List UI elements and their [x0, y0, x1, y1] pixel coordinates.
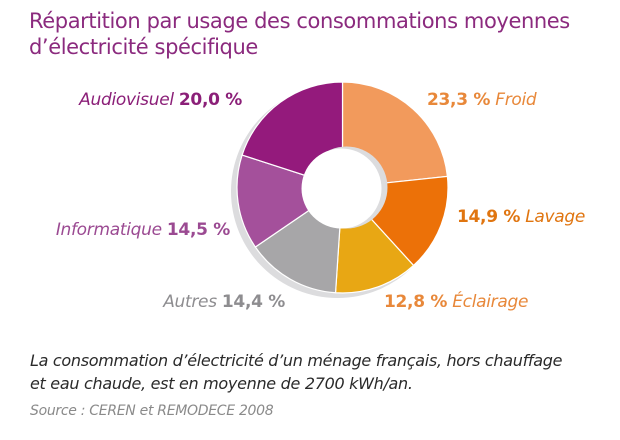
slice-informatique: [236, 154, 344, 248]
caption-line-1: La consommation d’électricité d’un ménag…: [30, 351, 563, 370]
label-froid-value: 23,3 %: [427, 90, 491, 110]
label-froid: 23,3 % Froid: [427, 90, 537, 110]
label-lavage-value: 14,9 %: [457, 207, 521, 227]
label-lavage: 14,9 % Lavage: [457, 207, 585, 227]
label-informatique-value: 14,5 %: [166, 220, 230, 240]
label-audiovisuel: Audiovisuel 20,0 %: [79, 90, 242, 110]
label-informatique: Informatique 14,5 %: [56, 220, 230, 240]
label-autres-value: 14,4 %: [221, 292, 285, 312]
label-informatique-name: Informatique: [55, 220, 162, 240]
label-audiovisuel-name: Audiovisuel: [79, 90, 174, 110]
source-note: Source : CEREN et REMODECE 2008: [30, 403, 274, 419]
donut-hole: [301, 148, 382, 229]
label-autres: Autres 14,4 %: [163, 292, 285, 312]
chart-title: Répartition par usage des consommations …: [29, 8, 570, 60]
caption-line-2: et eau chaude, est en moyenne de 2700 kW…: [30, 374, 413, 393]
chart-title-line-2: d’électricité spécifique: [29, 35, 258, 59]
label-eclairage-value: 12,8 %: [384, 292, 448, 312]
label-autres-name: Autres: [163, 292, 217, 312]
label-eclairage-name: Éclairage: [452, 292, 529, 312]
label-lavage-name: Lavage: [525, 207, 586, 227]
label-froid-name: Froid: [495, 90, 537, 110]
label-eclairage: 12,8 % Éclairage: [384, 292, 528, 312]
label-audiovisuel-value: 20,0 %: [178, 90, 242, 110]
chart-caption: La consommation d’électricité d’un ménag…: [30, 349, 562, 395]
chart-title-line-1: Répartition par usage des consommations …: [29, 9, 570, 33]
